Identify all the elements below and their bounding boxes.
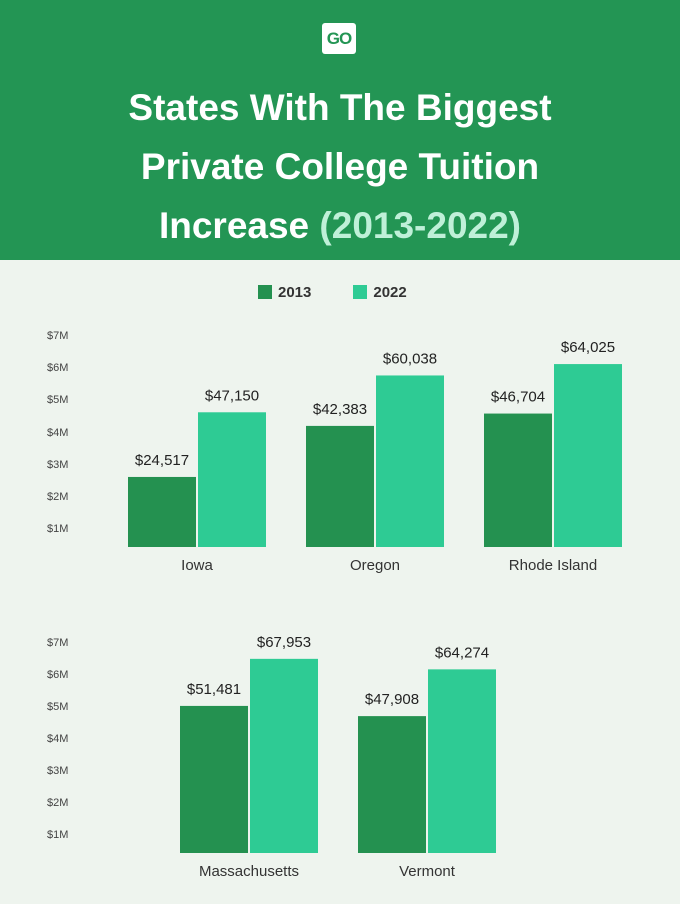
y-tick-label: $7M (47, 330, 68, 342)
data-label: $47,150 (205, 387, 259, 404)
legend-label-2013: 2013 (278, 283, 312, 301)
y-tick-label: $3M (47, 459, 68, 471)
bar-2022 (428, 669, 496, 853)
category-label: Vermont (399, 863, 456, 880)
bar-2013 (128, 476, 196, 547)
y-tick-label: $3M (47, 765, 68, 777)
y-tick-label: $1M (47, 829, 68, 841)
title-line-3: Increase (2013-2022) (0, 196, 680, 255)
title-line-1: States With The Biggest (128, 87, 552, 128)
data-label: $64,274 (435, 644, 489, 661)
data-label: $67,953 (257, 634, 311, 651)
bar-chart-top: $1M $2M $3M $4M $5M $6M $7M $24,517 $47,150 Iowa $… (47, 330, 622, 574)
data-label: $24,517 (135, 452, 189, 469)
chart-legend: 2013 2022 (258, 283, 449, 301)
legend-item-2022: 2022 (353, 283, 407, 301)
bar-2022 (250, 658, 318, 853)
bar-2013 (306, 425, 374, 547)
y-tick-label: $6M (47, 362, 68, 374)
bar-2022 (198, 412, 266, 547)
y-tick-label: $1M (47, 523, 68, 535)
y-tick-label: $2M (47, 797, 68, 809)
bar-chart-bottom: $1M $2M $3M $4M $5M $6M $7M $51,481 $67,953 Massa… (47, 634, 496, 880)
data-label: $51,481 (187, 681, 241, 698)
title-line-2: Private College Tuition (140, 146, 540, 187)
go-logo: GO (322, 23, 356, 54)
data-label: $46,704 (491, 389, 545, 406)
legend-swatch-2022 (353, 285, 368, 299)
category-label: Rhode Island (509, 557, 597, 574)
title-line-3-main: Increase (158, 205, 310, 246)
data-label: $47,908 (365, 691, 419, 708)
y-tick-label: $5M (47, 394, 68, 406)
page-title: States With The Biggest Private College … (0, 78, 680, 255)
data-label: $42,383 (313, 401, 367, 418)
bar-2013 (484, 413, 552, 547)
header-banner: GO States With The Biggest Private Colle… (0, 0, 680, 260)
y-tick-label: $7M (47, 637, 68, 649)
category-label: Massachusetts (199, 863, 299, 880)
bar-2013 (358, 716, 426, 853)
category-label: Oregon (350, 557, 400, 574)
data-label: $60,038 (383, 350, 437, 367)
legend-swatch-2013 (258, 285, 272, 299)
y-tick-label: $4M (47, 427, 68, 439)
title-year-range: (2013-2022) (319, 205, 522, 246)
y-tick-label: $2M (47, 491, 68, 503)
category-label: Iowa (181, 557, 213, 574)
y-tick-label: $4M (47, 733, 68, 745)
bar-2022 (376, 375, 444, 547)
data-label: $64,025 (561, 339, 615, 356)
bar-2022 (554, 364, 622, 547)
y-tick-label: $6M (47, 669, 68, 681)
legend-label-2022: 2022 (373, 283, 407, 301)
legend-item-2013: 2013 (258, 284, 311, 301)
y-tick-label: $5M (47, 701, 68, 713)
bar-2013 (180, 705, 248, 853)
